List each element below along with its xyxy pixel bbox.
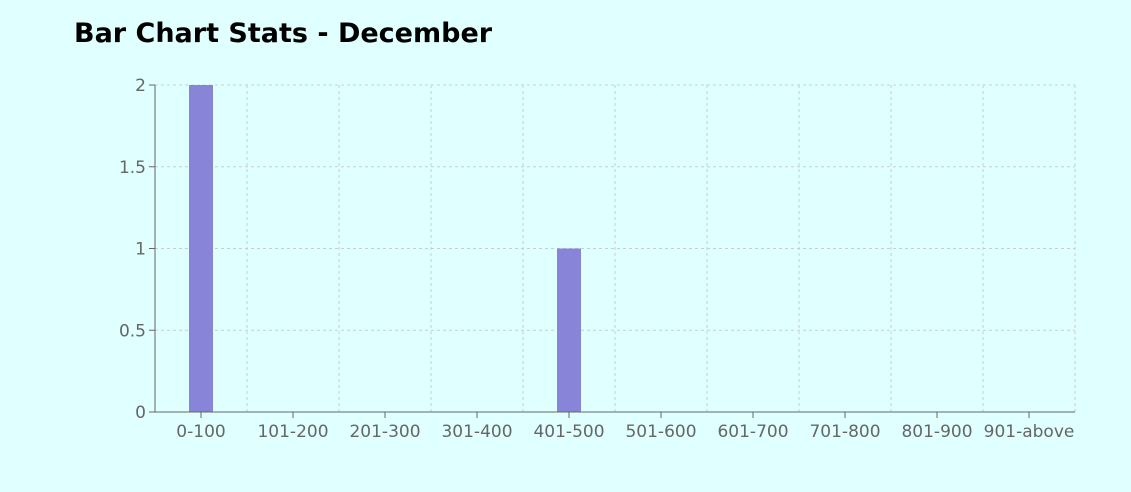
x-tick-label: 0-100 <box>176 422 225 442</box>
y-axis-ticks: 0 0.5 1 1.5 2 <box>119 76 155 423</box>
x-tick-label: 601-700 <box>717 422 788 442</box>
x-tick-label: 101-200 <box>257 422 328 442</box>
bar-401-500[interactable] <box>557 248 581 413</box>
x-tick-label: 401-500 <box>533 422 604 442</box>
y-tick-label: 0 <box>135 403 146 423</box>
y-tick-label: 1 <box>135 240 146 260</box>
y-tick-label: 1.5 <box>119 158 146 178</box>
y-tick-label: 0.5 <box>119 321 146 341</box>
y-tick-label: 2 <box>135 76 146 96</box>
x-tick-label: 701-800 <box>809 422 880 442</box>
x-tick-label: 501-600 <box>625 422 696 442</box>
x-tick-label: 301-400 <box>441 422 512 442</box>
x-tick-label: 201-300 <box>349 422 420 442</box>
x-axis-ticks: 0-100 101-200 201-300 301-400 401-500 501-600… <box>176 412 1074 442</box>
x-tick-label: 801-900 <box>901 422 972 442</box>
grid-lines <box>155 84 1076 412</box>
chart-title: Bar Chart Stats - December <box>74 18 493 49</box>
bar-0-100[interactable] <box>189 85 213 412</box>
bar-series <box>189 85 581 412</box>
x-tick-label: 901-above <box>984 422 1075 442</box>
